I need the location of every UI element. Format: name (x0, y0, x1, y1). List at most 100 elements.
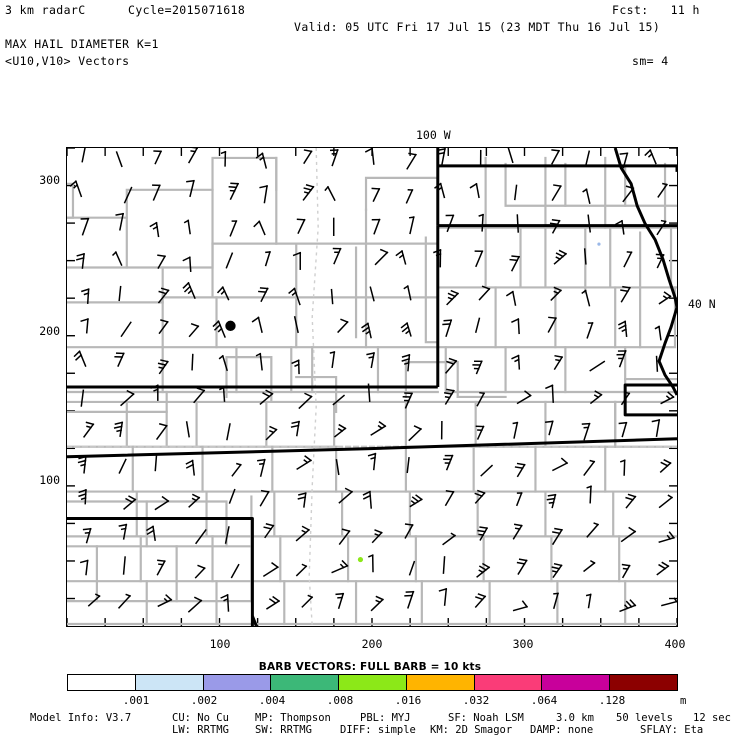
wind-barb (551, 527, 563, 546)
wind-barb (472, 360, 483, 375)
wind-barb (257, 458, 266, 477)
wind-barb (512, 523, 523, 540)
wind-barb (505, 290, 517, 306)
wind-barb (442, 319, 453, 338)
wind-barb (80, 318, 89, 334)
wind-barb (654, 325, 662, 341)
wind-barb (332, 394, 346, 406)
wind-barb (657, 182, 668, 198)
wind-barb (219, 386, 226, 402)
colorbar-swatch-5[interactable] (405, 675, 474, 690)
wind-barb (408, 425, 422, 442)
wind-barb (115, 212, 124, 231)
wind-barb (474, 317, 481, 334)
wind-barb (403, 285, 412, 301)
wind-barb (157, 359, 169, 375)
wind-barb (337, 318, 349, 334)
colorbar-swatches[interactable] (67, 674, 678, 691)
y-tick-300: 300 (39, 173, 60, 187)
wind-barb (408, 216, 415, 235)
wind-barb (583, 559, 596, 573)
wind-barb (79, 559, 89, 576)
x-tick-400: 400 (664, 637, 686, 651)
wind-barb (586, 322, 594, 339)
colorbar-swatch-1[interactable] (134, 675, 203, 690)
wind-barb (115, 151, 123, 168)
wind-barb (212, 320, 226, 338)
wind-barb (255, 152, 268, 169)
map-plot-area[interactable] (66, 147, 678, 627)
wind-barb (551, 562, 563, 579)
wind-barb (225, 252, 234, 269)
wind-barb (658, 531, 675, 543)
wind-barb (433, 249, 442, 268)
wind-barb (409, 494, 423, 508)
wind-barb (474, 489, 486, 504)
wind-barb (301, 594, 314, 608)
wind-barb (513, 184, 518, 201)
wind-barb (478, 285, 491, 301)
wind-barb (298, 392, 313, 410)
wind-barb (617, 320, 628, 338)
wind-barb (581, 422, 591, 441)
wind-barb (216, 286, 230, 301)
wind-barb (438, 588, 448, 606)
wind-barb (619, 599, 637, 613)
wind-barb (371, 218, 381, 235)
colorbar-tick-0: .001 (122, 694, 150, 707)
wind-barb (75, 253, 85, 269)
colorbar-swatch-3[interactable] (270, 675, 339, 690)
wind-barb (552, 592, 559, 609)
cycle-label: Cycle=2015071618 (128, 3, 246, 17)
colorbar-title: BARB VECTORS: FULL BARB = 10 kts (258, 661, 482, 673)
wind-barb (302, 184, 315, 201)
colorbar-swatch-7[interactable] (541, 675, 610, 690)
wind-barb (329, 351, 336, 369)
wind-barb (368, 554, 374, 573)
wind-barb (622, 185, 635, 203)
wind-barb (552, 457, 569, 472)
wind-barb (335, 459, 340, 476)
wind-barb (185, 421, 190, 438)
footer-row1-cell-1: CU: No Cu (172, 712, 229, 724)
wind-barb (77, 455, 87, 474)
wind-barb (229, 220, 238, 237)
hail-cell-2 (597, 242, 601, 246)
wind-barb (296, 455, 312, 470)
wind-barb (585, 593, 592, 609)
colorbar[interactable] (67, 674, 678, 691)
wind-barb (581, 289, 591, 307)
wind-barb (445, 214, 455, 233)
colorbar-swatch-8[interactable] (609, 675, 678, 690)
wind-barb (82, 527, 92, 544)
wind-barb (651, 419, 661, 438)
colorbar-tick-1: .002 (190, 694, 218, 707)
colorbar-swatch-4[interactable] (338, 675, 406, 690)
colorbar-tick-6: .064 (530, 694, 558, 707)
map-canvas[interactable] (67, 148, 677, 626)
wind-barb (335, 592, 345, 610)
wind-barb (228, 182, 240, 200)
colorbar-unit-label: m (680, 695, 687, 707)
wind-barb (330, 288, 334, 305)
colorbar-swatch-2[interactable] (202, 675, 271, 690)
wind-barb (616, 349, 627, 368)
wind-barb (187, 596, 203, 613)
wind-barb (291, 359, 300, 375)
wind-barb (661, 597, 677, 607)
colorbar-swatch-0[interactable] (68, 675, 135, 690)
wind-barb (512, 600, 529, 612)
wind-barb (659, 458, 672, 473)
footer-row2-cell-2: DIFF: simple (340, 724, 416, 736)
wind-barb (582, 188, 591, 204)
wind-barb-field (69, 148, 677, 613)
wind-barb (158, 319, 169, 335)
wind-barb (583, 459, 596, 476)
wind-barb (226, 423, 231, 441)
wind-barb (183, 219, 191, 235)
wind-barb (620, 285, 631, 303)
longitude-label-top: 100 W (416, 128, 451, 142)
wind-barb (259, 489, 270, 507)
wind-barb (477, 526, 489, 541)
colorbar-swatch-6[interactable] (473, 675, 542, 690)
